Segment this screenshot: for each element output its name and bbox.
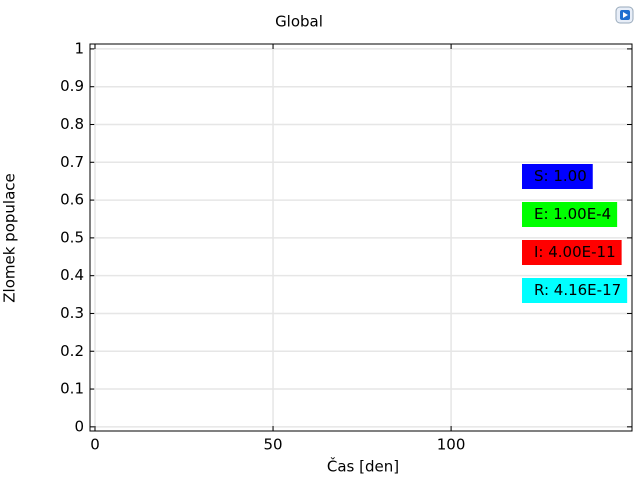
annotation-box	[522, 164, 593, 189]
y-tick-label: 0.1	[60, 380, 84, 398]
x-axis-label: Čas [den]	[327, 457, 399, 476]
annotation-text: S: 1.00	[534, 167, 587, 185]
x-tick-label: 0	[90, 436, 100, 454]
annotation-box	[522, 202, 618, 227]
y-tick-label: 0.6	[60, 191, 84, 209]
chart-title: Global	[275, 13, 323, 31]
y-tick-label: 0.5	[60, 228, 84, 246]
plot-frame	[89, 43, 633, 432]
app-icon[interactable]	[615, 6, 634, 24]
y-tick-label: 0.4	[60, 266, 84, 284]
y-tick-label: 1	[74, 39, 84, 57]
y-tick-label: 0.9	[60, 77, 84, 95]
y-tick-label: 0.7	[60, 153, 84, 171]
annotation-text: E: 1.00E-4	[534, 205, 611, 223]
x-tick-label: 100	[437, 436, 466, 454]
annotation-text: R: 4.16E-17	[534, 281, 621, 299]
y-tick-label: 0.3	[60, 304, 84, 322]
y-axis-label: Zlomek populace	[1, 173, 19, 302]
annotation-box	[522, 240, 622, 265]
y-tick-label: 0.8	[60, 115, 84, 133]
x-tick-label: 50	[263, 436, 282, 454]
annotation-text: I: 4.00E-11	[534, 243, 616, 261]
y-tick-label: 0.2	[60, 342, 84, 360]
y-tick-label: 0	[74, 417, 84, 435]
annotation-box	[522, 278, 628, 303]
